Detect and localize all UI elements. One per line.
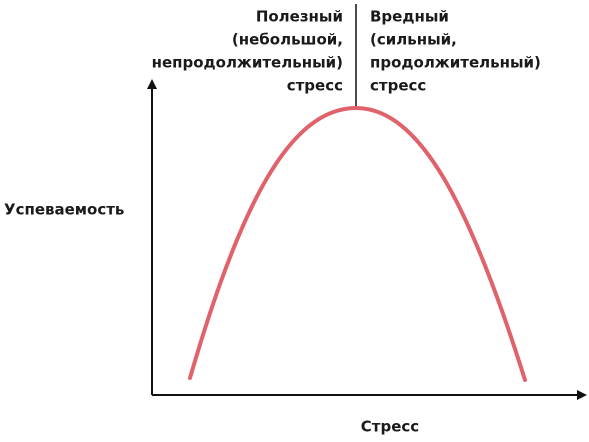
performance-curve: [188, 105, 527, 382]
harmful-label: Вредный (сильный, продолжительный) стрес…: [370, 8, 541, 95]
x-axis-label: Стресс: [361, 418, 419, 436]
annotation-line: Полезный: [256, 8, 343, 26]
y-axis-label: Успеваемость: [4, 201, 124, 219]
annotation-line: непродолжительный): [152, 54, 343, 72]
annotation-line: стресс: [370, 77, 426, 95]
beneficial-label: Полезный (небольшой, непродолжительный) …: [152, 8, 343, 95]
annotation-line: (сильный,: [370, 31, 457, 49]
annotation-line: продолжительный): [370, 54, 541, 72]
annotation-line: (небольшой,: [232, 31, 343, 49]
annotation-line: Вредный: [370, 8, 449, 26]
annotation-line: стресс: [287, 77, 343, 95]
